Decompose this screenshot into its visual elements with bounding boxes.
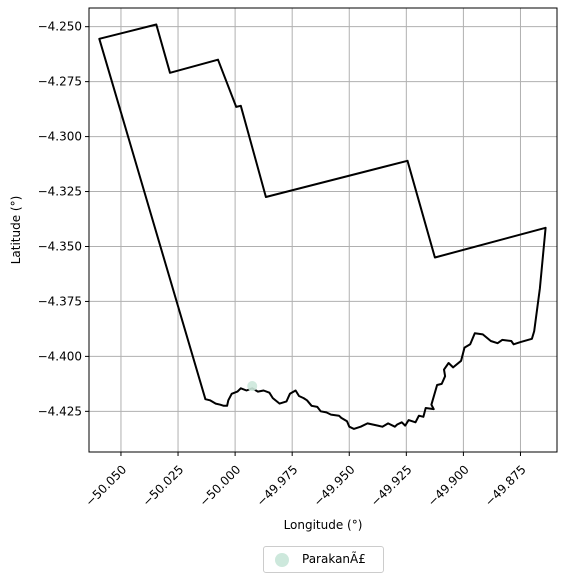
- parakana-point: [247, 381, 258, 392]
- grid-lines-horizontal: [89, 26, 557, 412]
- x-tick-label: −49.875: [482, 462, 529, 509]
- x-axis-ticks: −50.050 −50.025 −50.000 −49.975 −49.950 −49.9…: [83, 452, 529, 509]
- grid-lines-vertical: [120, 8, 521, 452]
- x-tick-label: −49.900: [425, 462, 472, 509]
- y-tick-label: −4.300: [38, 130, 82, 144]
- legend-label: ParakanÃ£: [302, 552, 366, 566]
- plot-frame: [88, 7, 558, 453]
- y-tick-label: −4.350: [38, 239, 82, 253]
- legend: ParakanÃ£: [263, 546, 384, 573]
- x-tick-label: −50.025: [140, 462, 187, 509]
- y-tick-label: −4.325: [38, 185, 82, 199]
- x-axis-label: Longitude (°): [284, 518, 363, 532]
- x-tick-label: −50.000: [197, 462, 244, 509]
- x-tick-label: −49.925: [368, 462, 415, 509]
- y-tick-label: −4.375: [38, 294, 82, 308]
- y-tick-label: −4.425: [38, 404, 82, 418]
- y-tick-label: −4.400: [38, 349, 82, 363]
- territory-boundary: [98, 23, 547, 430]
- y-tick-label: −4.250: [38, 20, 82, 34]
- y-axis-ticks: −4.250 −4.275 −4.300 −4.325 −4.350 −4.375 −4.4…: [38, 20, 89, 418]
- x-tick-label: −49.950: [311, 462, 358, 509]
- y-axis-label: Latitude (°): [9, 196, 23, 265]
- x-tick-label: −50.050: [83, 462, 130, 509]
- y-tick-label: −4.275: [38, 75, 82, 89]
- legend-marker: [275, 553, 289, 567]
- x-tick-label: −49.975: [254, 462, 301, 509]
